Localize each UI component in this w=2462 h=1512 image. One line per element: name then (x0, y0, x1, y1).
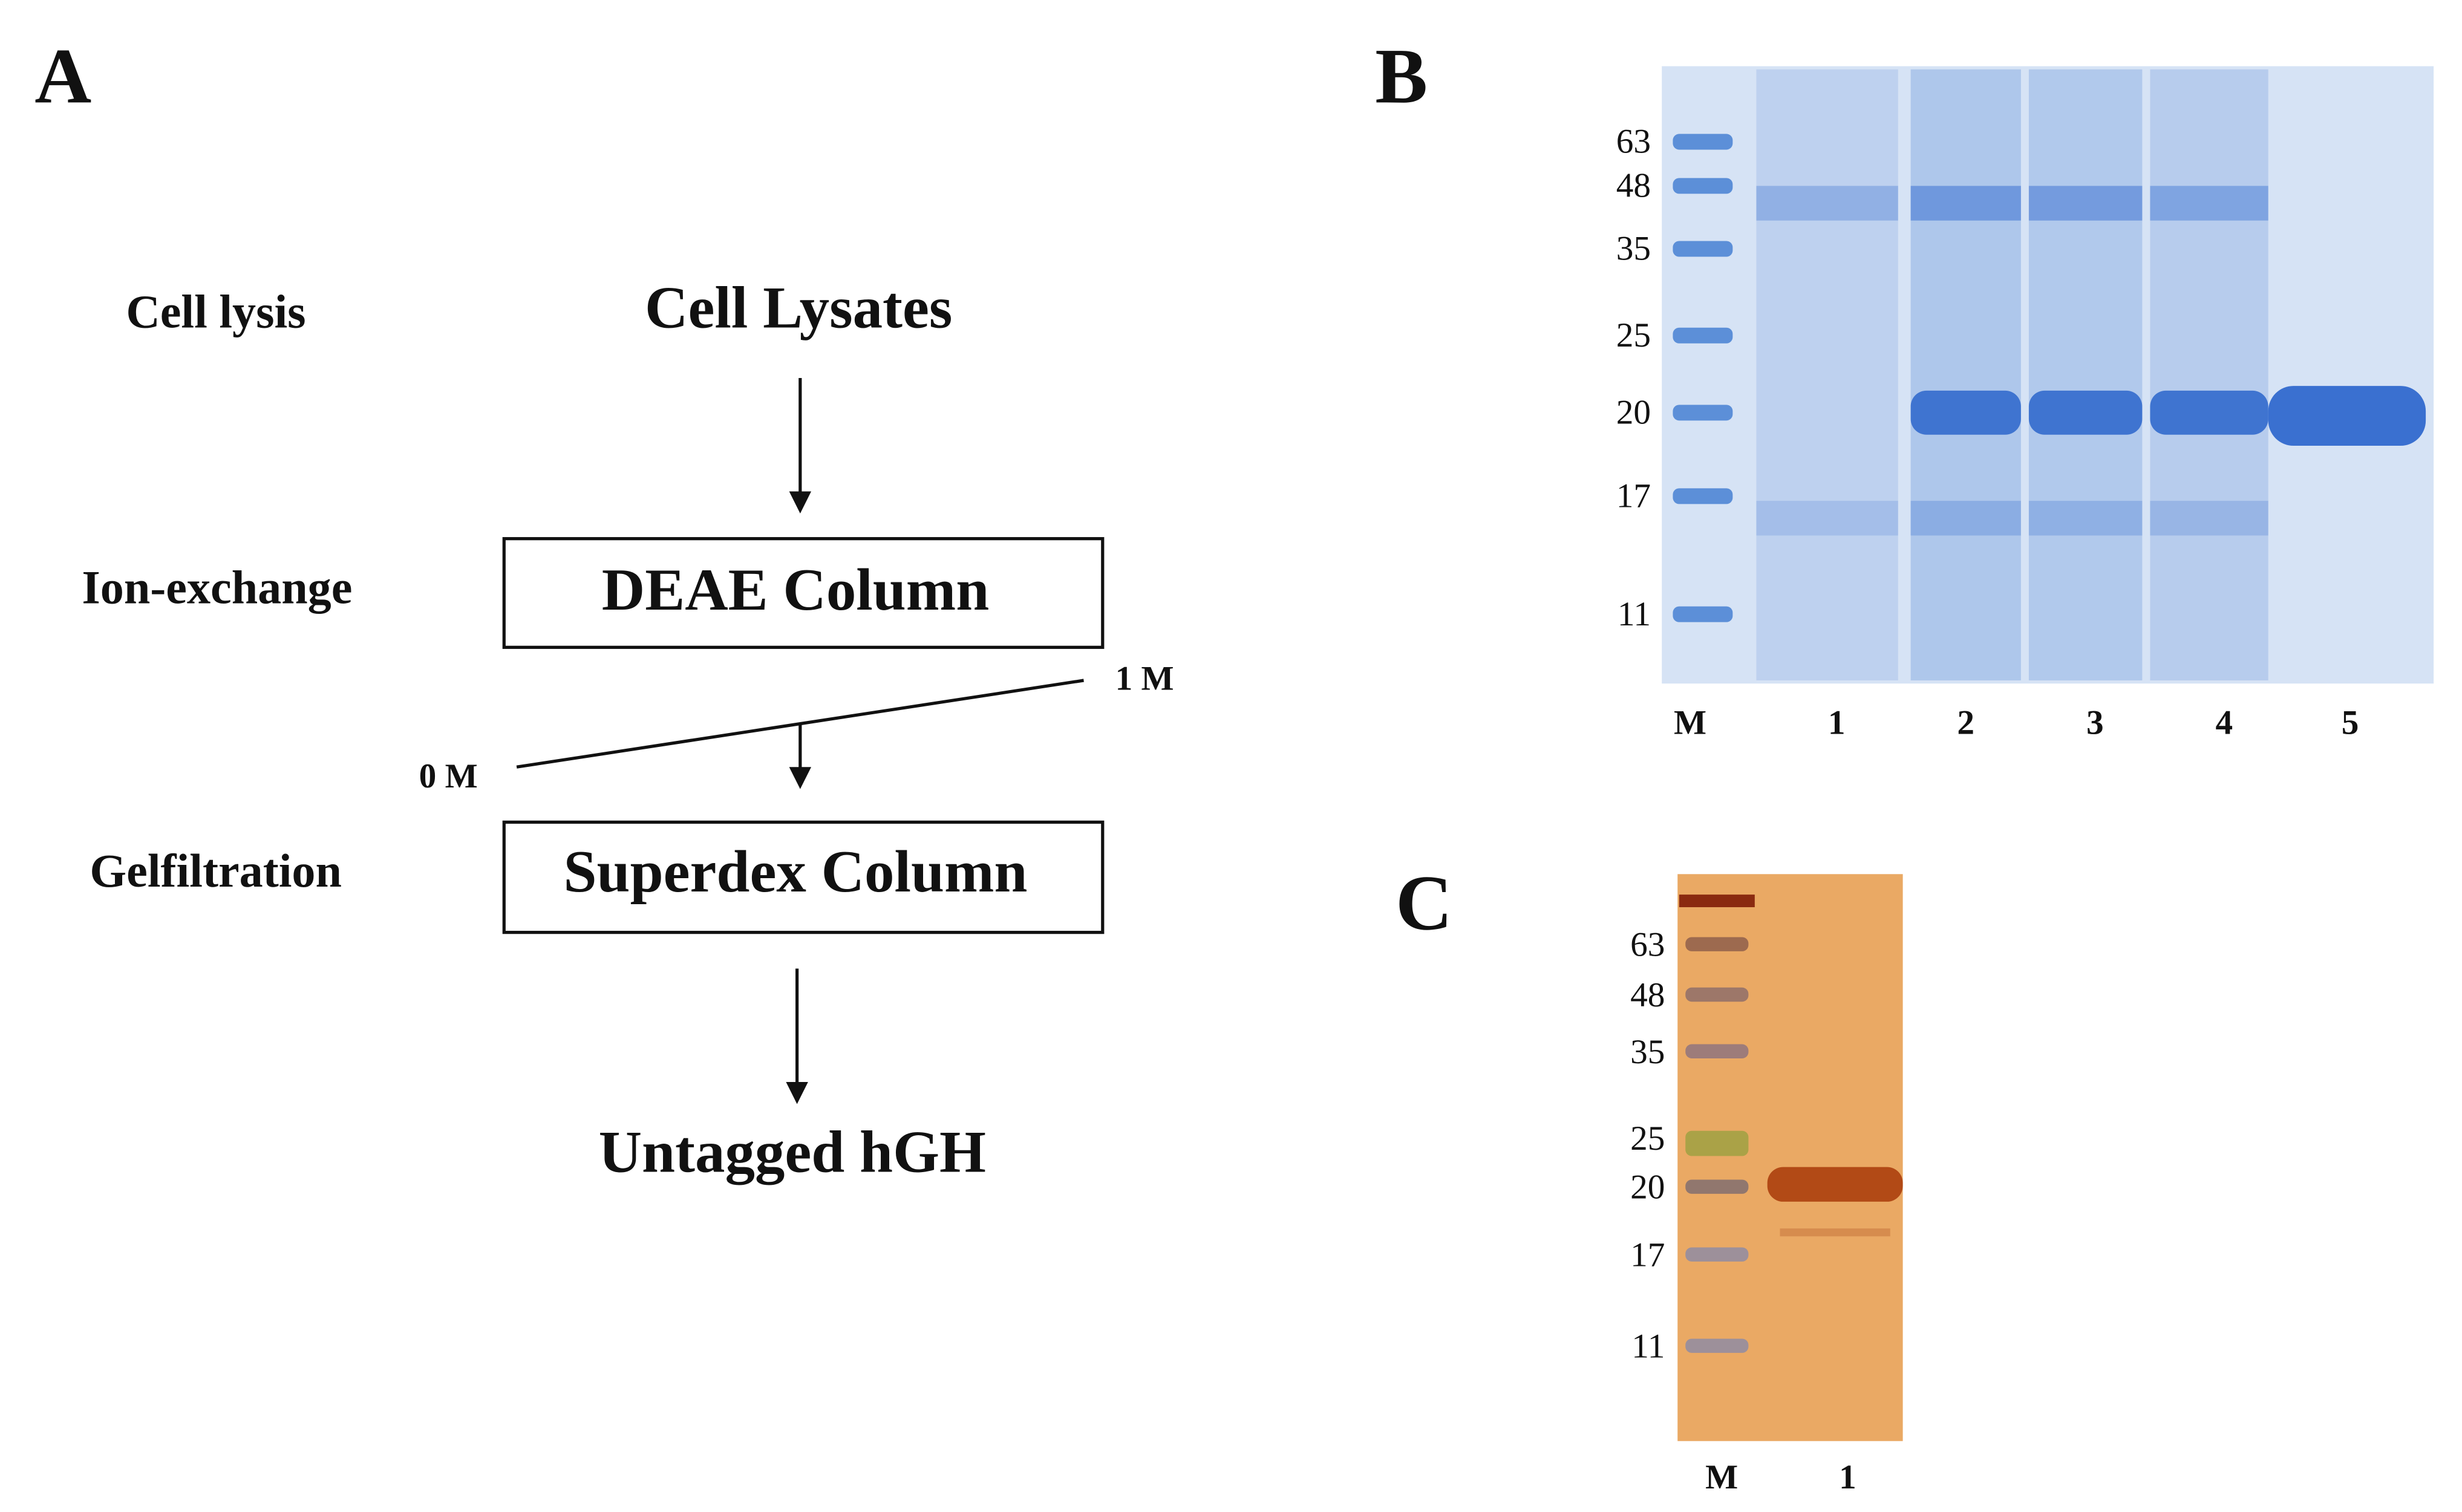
marker-band (1673, 327, 1733, 344)
marker-band (1685, 987, 1749, 1002)
gel-band (2028, 186, 2143, 221)
step-label: DEAE Column (602, 557, 990, 623)
stage-label: Cell lysis (126, 285, 305, 338)
gel-band (1756, 186, 1898, 221)
lane-label: 2 (1957, 704, 1974, 742)
lane-label: M (1674, 704, 1706, 742)
step-label: Untagged hGH (599, 1119, 986, 1185)
marker-band (1673, 178, 1733, 194)
gel-band (1780, 1228, 1890, 1237)
gradient-label: 0 M (419, 757, 478, 795)
gel-lane (2028, 69, 2143, 681)
panel-label: A (34, 33, 91, 120)
lane-label: 5 (2342, 704, 2359, 742)
marker-band (1673, 241, 1733, 257)
marker-label: 48 (1630, 976, 1665, 1014)
panel-label: B (1375, 33, 1428, 120)
step-box (502, 537, 1105, 649)
step-label: Superdex Column (564, 839, 1028, 905)
panel-b: B 63 48 35 25 20 17 11 M 1 2 3 4 5 (1375, 33, 2434, 742)
arrow-head (786, 1082, 808, 1104)
marker-label: 17 (1630, 1236, 1665, 1274)
gel-lane (1910, 69, 2021, 681)
marker-label: 11 (1618, 595, 1651, 633)
gel-band (2150, 390, 2268, 435)
marker-label: 63 (1630, 926, 1665, 964)
panel-label: C (1396, 859, 1452, 947)
arrow-head (789, 767, 812, 789)
marker-band (1685, 1338, 1749, 1353)
marker-band (1679, 894, 1755, 907)
gel-band (1756, 501, 1898, 536)
marker-label: 17 (1616, 477, 1651, 515)
gel-lane (2150, 69, 2268, 681)
step-box (502, 820, 1105, 934)
gradient-label: 1 M (1115, 660, 1174, 698)
marker-label: 35 (1616, 230, 1651, 268)
marker-band (1673, 488, 1733, 504)
gel-image (1662, 66, 2434, 684)
step-label: Cell Lysates (645, 275, 952, 341)
marker-band (1673, 405, 1733, 421)
gel-band (1767, 1167, 1903, 1202)
stage-label: Gelfiltration (90, 844, 341, 897)
lane-label: 4 (2215, 704, 2233, 742)
gel-band (2150, 186, 2268, 221)
gel-image (1677, 874, 1903, 1441)
gel-band (2028, 501, 2143, 536)
lane-label: M (1705, 1458, 1738, 1496)
marker-label: 48 (1616, 167, 1651, 205)
gel-band (2268, 386, 2426, 446)
gel-band (2028, 390, 2143, 435)
marker-label: 20 (1616, 394, 1651, 432)
marker-label: 11 (1631, 1328, 1665, 1366)
gel-band (1910, 186, 2021, 221)
panel-a: A Cell lysis Cell Lysates Ion-exchange D… (34, 33, 1174, 1185)
marker-band (1673, 606, 1733, 622)
arrow-head (789, 491, 812, 513)
marker-band (1685, 1179, 1749, 1194)
gel-band (1910, 501, 2021, 536)
marker-label: 25 (1630, 1119, 1665, 1158)
marker-label: 35 (1630, 1033, 1665, 1071)
panel-c: C 63 48 35 25 20 17 11 M 1 (1396, 859, 1903, 1496)
marker-label: 20 (1630, 1168, 1665, 1207)
gradient-line (516, 679, 1084, 769)
marker-band (1673, 134, 1733, 150)
lane-label: 1 (1839, 1458, 1856, 1496)
marker-band (1685, 937, 1749, 951)
gel-band (1910, 390, 2021, 435)
marker-band (1685, 1044, 1749, 1058)
gel-band (2150, 501, 2268, 536)
stage-label: Ion-exchange (82, 561, 352, 613)
lane-label: 3 (2086, 704, 2104, 742)
marker-band (1685, 1130, 1749, 1156)
marker-label: 63 (1616, 123, 1651, 161)
lane-label: 1 (1828, 704, 1846, 742)
marker-label: 25 (1616, 316, 1651, 354)
marker-band (1685, 1247, 1749, 1262)
gel-lane (1756, 69, 1898, 681)
